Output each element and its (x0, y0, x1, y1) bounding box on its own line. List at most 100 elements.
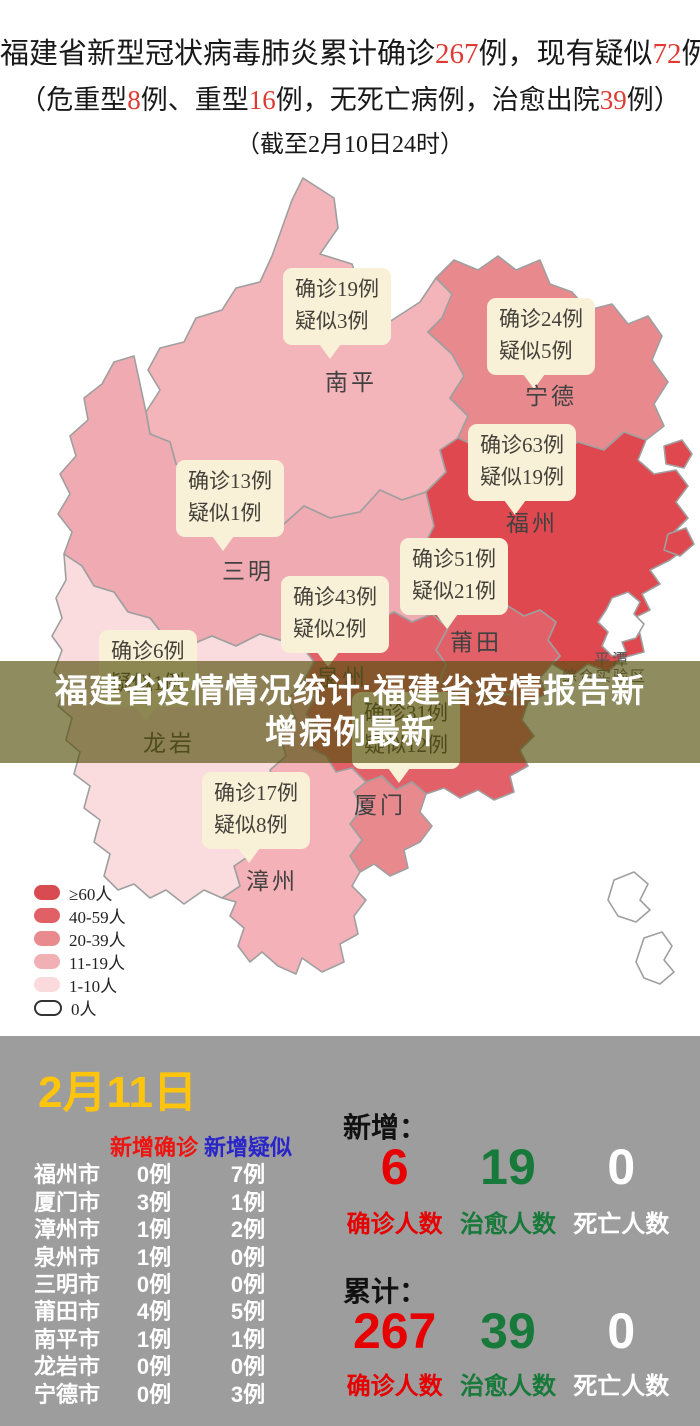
label-fuzhou: 福州 (506, 511, 558, 536)
legend-swatch-40-59 (34, 908, 60, 923)
new-section-title: 新增： (343, 1112, 428, 1143)
legend-row: ≥60人 (34, 881, 126, 904)
cell-confirmed: 0例 (136, 1354, 172, 1380)
cell-confirmed: 4例 (136, 1299, 172, 1325)
severe-count: 16 (248, 85, 276, 115)
watermark-banner: 福建省疫情情况统计:福建省疫情报告新 增病例最新 (0, 661, 700, 763)
fuzhou-bubble: 确诊63例疑似19例 (468, 424, 576, 515)
total-confirmed-label: 确诊人数 (346, 1373, 443, 1400)
new-values: 6 19 0 (338, 1142, 678, 1192)
label-zhangzhou: 漳州 (246, 869, 298, 894)
label-sanming: 三明 (222, 559, 274, 584)
legend-label: 11-19人 (69, 954, 126, 973)
suspected-total: 72 (652, 38, 682, 70)
island-pingtan (597, 591, 645, 657)
cell-confirmed: 3例 (136, 1189, 172, 1215)
island-south-1 (607, 871, 651, 923)
total-dead-label: 死亡人数 (573, 1373, 670, 1400)
putian-bubble: 确诊51例疑似21例 (400, 538, 508, 629)
critical-count: 8 (127, 85, 141, 115)
table-row-city: 厦门市 (34, 1189, 101, 1215)
banner-line2: 增病例最新 (265, 713, 435, 750)
stats-panel (0, 1036, 700, 1426)
label-xiamen: 厦门 (354, 793, 406, 818)
cell-confirmed: 1例 (136, 1244, 172, 1270)
header-date-note: （截至2月10日24时） (236, 132, 464, 158)
putian-suspected: 疑似21例 (412, 578, 496, 603)
table-row-city: 南平市 (34, 1326, 101, 1352)
sanming-confirmed: 确诊13例 (188, 469, 272, 493)
label-putian: 莆田 (450, 630, 502, 655)
legend-label: 0人 (71, 1000, 97, 1019)
legend-row: 40-59人 (34, 904, 126, 927)
new-cured-value: 19 (480, 1139, 536, 1195)
ningde-suspected: 疑似5例 (499, 338, 573, 363)
quanzhou-confirmed: 确诊43例 (293, 585, 377, 609)
label-ningde: 宁德 (525, 384, 577, 409)
cell-suspected: 1例 (230, 1189, 266, 1215)
quanzhou-bubble: 确诊43例疑似2例 (281, 576, 389, 667)
new-cured-label: 治愈人数 (459, 1211, 556, 1238)
cell-suspected: 0例 (230, 1271, 266, 1297)
nanping-confirmed: 确诊19例 (295, 277, 379, 301)
table-corner (34, 1130, 108, 1157)
cell-suspected: 1例 (230, 1326, 266, 1352)
quanzhou-suspected: 疑似2例 (293, 616, 367, 641)
fuzhou-suspected: 疑似19例 (480, 464, 564, 489)
cell-confirmed: 0例 (136, 1162, 172, 1188)
banner-line1: 福建省疫情情况统计:福建省疫情报告新 (55, 672, 645, 710)
sanming-bubble: 确诊13例疑似1例 (176, 460, 284, 551)
table-row-city: 泉州市 (34, 1244, 101, 1270)
cell-suspected: 0例 (230, 1244, 266, 1270)
new-confirmed-value: 6 (380, 1139, 409, 1195)
new-dead-value: 0 (607, 1139, 636, 1195)
new-confirmed-label: 确诊人数 (346, 1211, 443, 1238)
legend-label: 1-10人 (69, 977, 118, 996)
cell-confirmed: 0例 (136, 1381, 172, 1407)
legend-row: 20-39人 (34, 927, 126, 950)
cell-suspected: 5例 (230, 1299, 266, 1325)
table-row-city: 三明市 (34, 1271, 101, 1297)
total-values: 267 39 0 (338, 1306, 678, 1356)
legend-label: 20-39人 (69, 931, 126, 950)
total-confirmed-value: 267 (352, 1303, 437, 1359)
cured-count: 39 (599, 85, 627, 115)
zhangzhou-suspected: 疑似8例 (214, 812, 288, 837)
sanming-suspected: 疑似1例 (188, 500, 262, 525)
legend-swatch-0 (34, 999, 62, 1016)
legend-label: 40-59人 (69, 908, 126, 927)
new-cases-table: 新增确诊 新增疑似 福州市 0例 7例 厦门市 3例 1例 漳州市 1例 2例 泉州市 1例 0… (34, 1130, 296, 1407)
cell-confirmed: 1例 (136, 1326, 172, 1352)
table-row-city: 漳州市 (34, 1217, 101, 1243)
total-labels: 确诊人数 治愈人数 死亡人数 (338, 1366, 678, 1401)
island-fuzhou-1 (663, 439, 693, 469)
island-fuzhou-2 (663, 527, 695, 557)
total-cured-label: 治愈人数 (459, 1373, 556, 1400)
legend-swatch-11-19 (34, 954, 60, 969)
header-line2: （危重型8例、重型16例，无死亡病例，治愈出院39例） (19, 85, 681, 115)
col-header-confirmed: 新增确诊 (109, 1135, 198, 1160)
longyan-confirmed: 确诊6例 (111, 639, 185, 663)
table-row-city: 莆田市 (34, 1299, 101, 1325)
cell-suspected: 7例 (230, 1162, 266, 1188)
nanping-suspected: 疑似3例 (295, 308, 369, 333)
header-line1: 福建省新型冠状病毒肺炎累计确诊267例，现有疑似72例 (0, 38, 700, 70)
table-row-city: 福州市 (34, 1162, 101, 1188)
total-section-title: 累计： (343, 1276, 428, 1307)
putian-confirmed: 确诊51例 (412, 547, 496, 571)
legend-swatch-20-39 (34, 931, 60, 946)
cell-suspected: 3例 (230, 1381, 266, 1407)
nanping-bubble: 确诊19例疑似3例 (283, 268, 391, 359)
header-text: 福建省新型冠状病毒肺炎累计确诊 (0, 38, 436, 70)
cell-confirmed: 0例 (136, 1271, 172, 1297)
new-labels: 确诊人数 治愈人数 死亡人数 (338, 1204, 678, 1239)
col-header-suspected: 新增疑似 (203, 1135, 292, 1160)
total-cured-value: 39 (480, 1303, 536, 1359)
cell-confirmed: 1例 (136, 1217, 172, 1243)
island-south-2 (635, 931, 675, 985)
fuzhou-confirmed: 确诊63例 (480, 433, 564, 457)
label-nanping: 南平 (325, 370, 377, 395)
new-dead-label: 死亡人数 (573, 1211, 670, 1238)
panel-date: 2月11日 (38, 1068, 197, 1117)
